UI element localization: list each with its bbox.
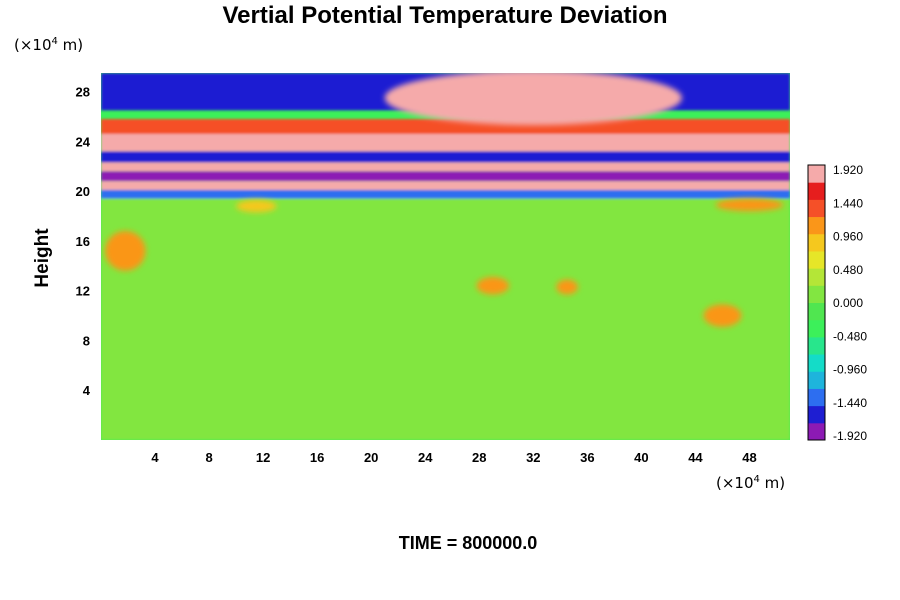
x-unit-exp: 4 [754, 474, 760, 485]
colorbar-tick-label: -0.960 [833, 363, 867, 377]
heatmap-band [101, 133, 790, 152]
heatmap-feature [105, 230, 146, 271]
colorbar-swatch [808, 199, 825, 218]
y-tick-label: 8 [83, 333, 90, 348]
colorbar-tick-label: -1.920 [833, 429, 867, 443]
y-unit-prefix: (×10 [14, 36, 52, 54]
heatmap-band [101, 162, 790, 172]
colorbar-swatch [808, 319, 825, 338]
colorbar-frame [807, 164, 826, 441]
x-tick-label: 12 [256, 450, 270, 465]
x-tick-label: 8 [205, 450, 212, 465]
x-tick-label: 24 [418, 450, 433, 465]
time-label: TIME = 800000.0 [399, 533, 538, 553]
x-unit-suffix: m) [760, 474, 785, 492]
colorbar-ticks: 1.920 1.440 0.960 0.480 0.000 -0.480 -0.960 -1.… [833, 163, 867, 443]
y-tick-label: 20 [76, 184, 90, 199]
colorbar-swatch [808, 182, 825, 200]
y-tick-label: 12 [76, 284, 90, 299]
plot-area [101, 73, 790, 440]
colorbar-swatch [808, 422, 825, 441]
heatmap-features [105, 73, 784, 327]
x-unit-prefix: (×10 [716, 474, 754, 492]
heatmap-feature [715, 198, 784, 212]
x-tick-label: 4 [151, 450, 159, 465]
colorbar-swatch [808, 268, 825, 286]
heatmap-feature [384, 73, 682, 126]
colorbar-swatch [808, 388, 825, 407]
heatmap-bands [101, 73, 790, 440]
x-tick-label: 44 [688, 450, 703, 465]
colorbar-tick-label: 0.960 [833, 230, 863, 244]
x-tick-label: 20 [364, 450, 378, 465]
heatmap-band [101, 189, 790, 199]
x-tick-label: 36 [580, 450, 594, 465]
y-tick-label: 28 [76, 85, 90, 100]
colorbar-swatch [808, 250, 825, 269]
y-unit-suffix: m) [58, 36, 83, 54]
colorbar-swatch [808, 405, 825, 424]
y-axis-ticks: 4 8 12 16 20 24 28 [76, 85, 91, 399]
y-axis-unit: (×104 m) [14, 36, 83, 54]
heatmap-feature [476, 277, 509, 295]
colorbar-swatch [808, 165, 825, 183]
y-tick-label: 4 [83, 383, 91, 398]
x-tick-label: 16 [310, 450, 324, 465]
colorbar-tick-label: 1.440 [833, 196, 863, 210]
heatmap-band [101, 151, 790, 163]
colorbar-swatch [808, 233, 825, 252]
colorbar-tick-label: 0.000 [833, 296, 863, 310]
heatmap-feature [236, 199, 277, 213]
colorbar-tick-label: 1.920 [833, 163, 863, 177]
y-unit-exp: 4 [52, 36, 58, 47]
colorbar-tick-label: -1.440 [833, 396, 867, 410]
x-axis-unit: (×104 m) [716, 474, 785, 492]
colorbar-swatch [808, 336, 825, 355]
y-tick-label: 24 [76, 134, 91, 149]
heatmap-band [101, 198, 790, 440]
colorbar-swatch [808, 354, 825, 372]
y-axis-label: Height [32, 228, 53, 288]
colorbar-swatch [808, 302, 825, 321]
colorbar [807, 164, 826, 441]
colorbar-tick-label: 0.480 [833, 263, 863, 277]
x-tick-label: 28 [472, 450, 486, 465]
heatmap-band [101, 119, 790, 134]
chart-title: Vertial Potential Temperature Deviation [222, 2, 667, 29]
heatmap-band [101, 171, 790, 182]
heatmap-band [101, 181, 790, 190]
x-axis-ticks: 4 8 12 16 20 24 28 32 36 40 44 48 [151, 450, 756, 465]
colorbar-swatch [808, 371, 825, 389]
x-tick-label: 48 [742, 450, 756, 465]
heatmap-feature [703, 304, 742, 327]
y-tick-label: 16 [76, 234, 90, 249]
x-tick-label: 32 [526, 450, 540, 465]
colorbar-swatch [808, 285, 825, 303]
colorbar-swatch [808, 216, 825, 235]
x-tick-label: 40 [634, 450, 648, 465]
colorbar-tick-label: -0.480 [833, 329, 867, 343]
heatmap-feature [556, 279, 578, 295]
